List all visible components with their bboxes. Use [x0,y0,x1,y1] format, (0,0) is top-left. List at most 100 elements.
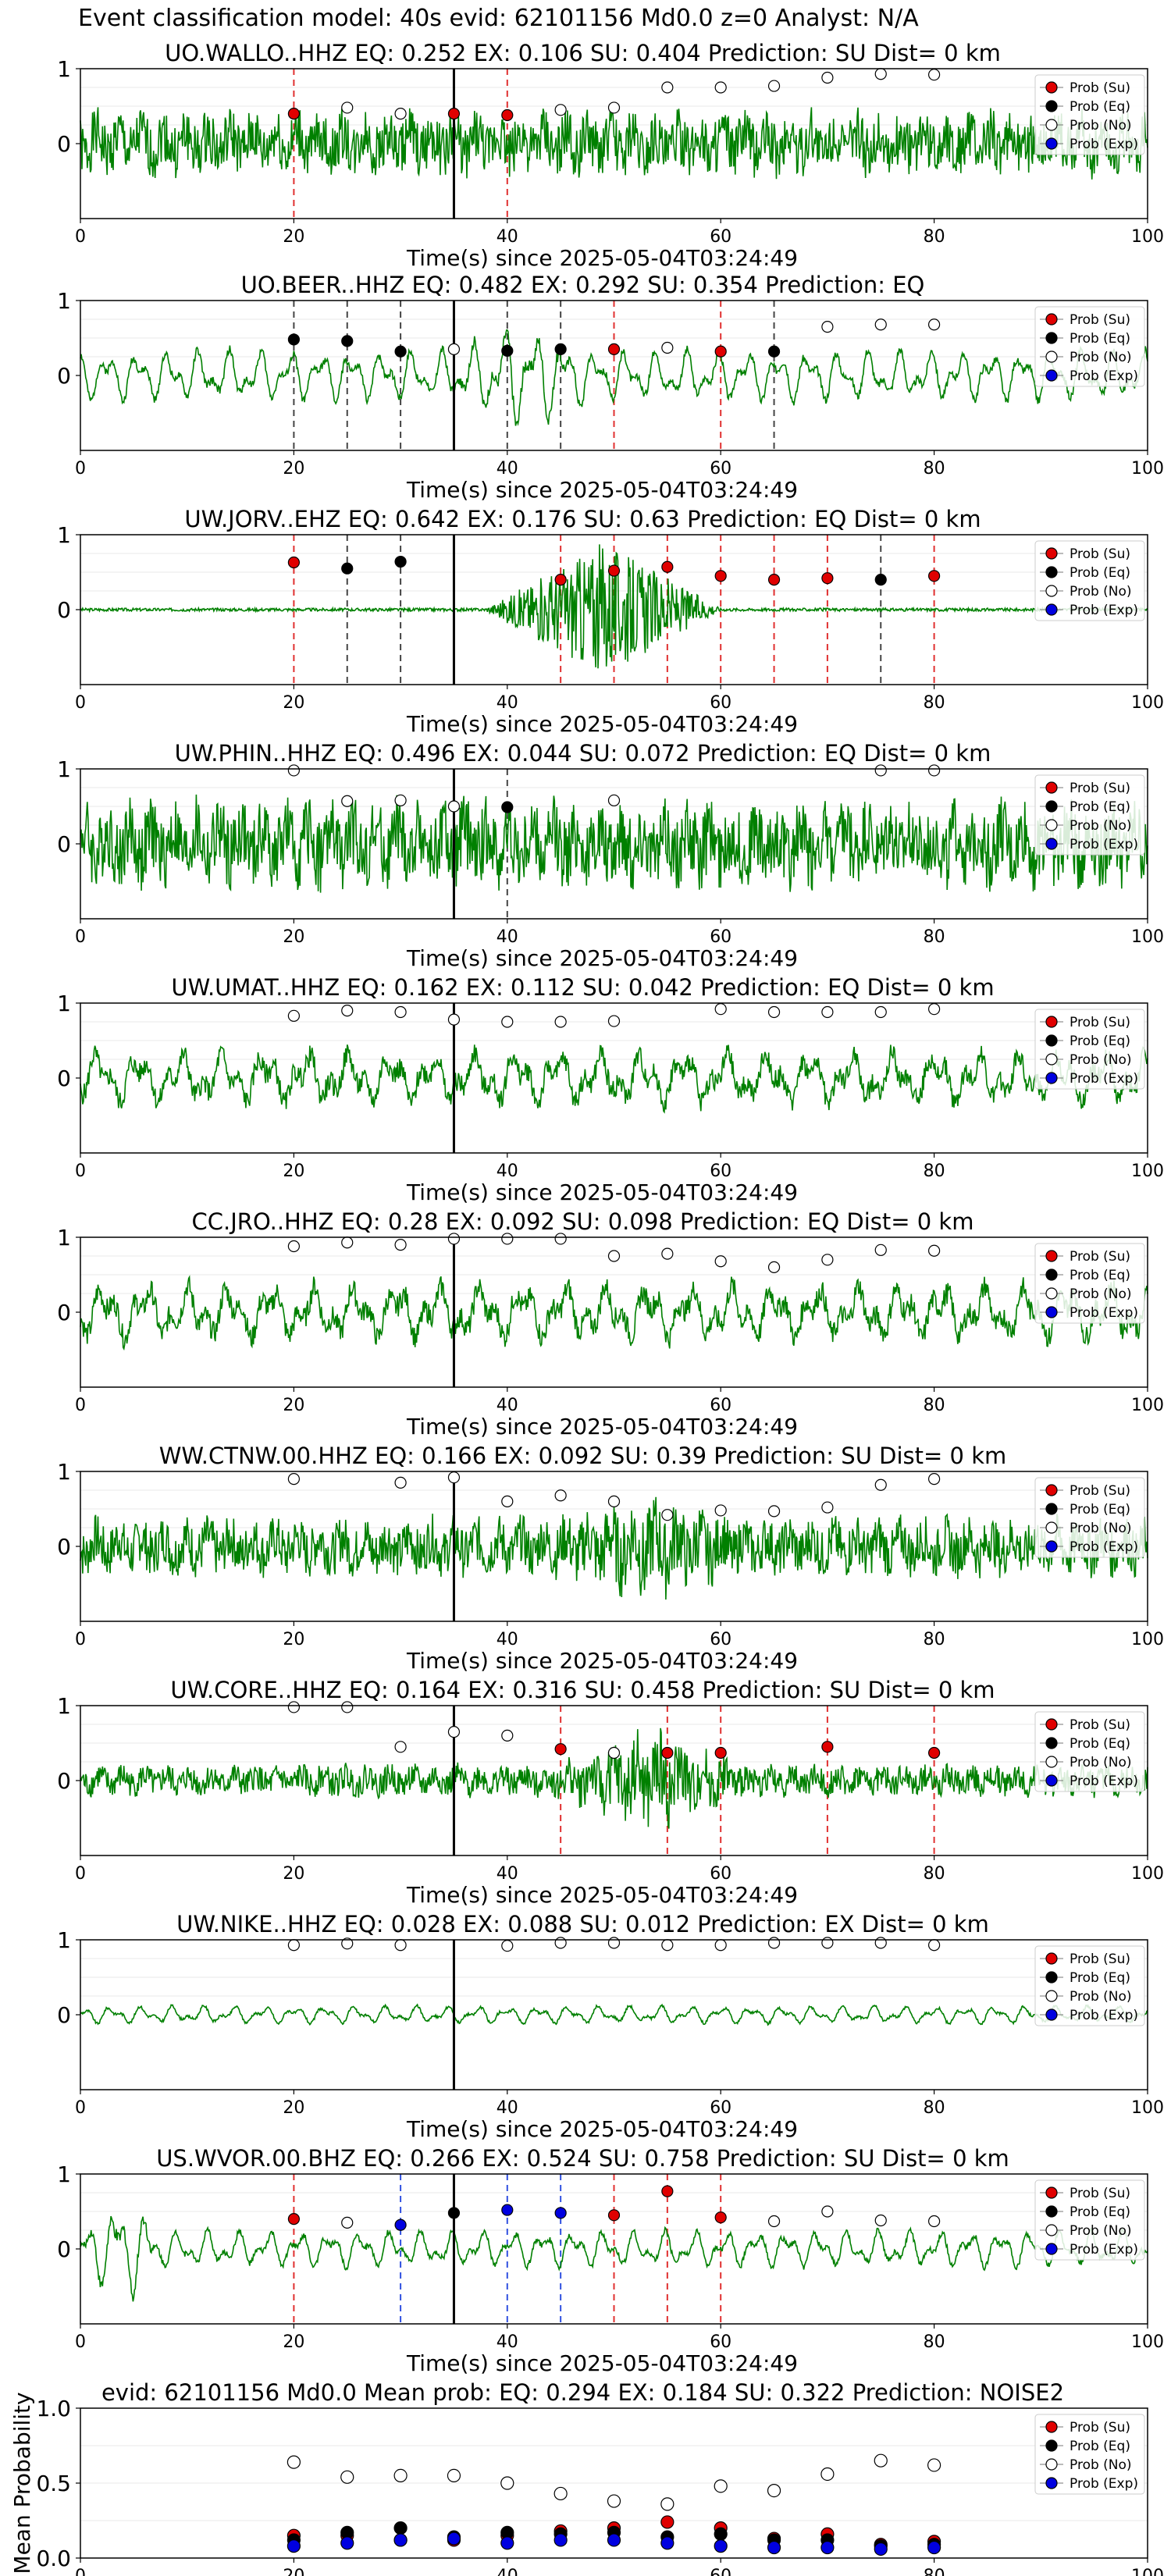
prob-marker-no [607,1746,621,1759]
legend-marker-exp [1045,1306,1058,1318]
x-tick-label: 40 [497,2567,518,2576]
legend-label: Prob (Eq) [1070,565,1130,581]
mean-marker-exp [820,2540,835,2555]
mean-marker-exp [874,2542,888,2556]
panel-uw-phin-hhz: UW.PHIN..HHZ EQ: 0.496 EX: 0.044 SU: 0.0… [57,740,1164,971]
prob-marker-no [341,1937,354,1950]
mean-marker-no [287,2455,301,2469]
mean-marker-no [660,2497,674,2511]
waveform-trace [80,1044,1148,1114]
prob-marker-no [394,1005,407,1019]
legend-label: Prob (Su) [1070,312,1130,328]
x-tick-label: 100 [1131,1396,1164,1415]
prob-marker-no [874,1937,887,1949]
y-tick-label: 1 [57,1927,71,1953]
panel-uw-nike-hhz: UW.NIKE..HHZ EQ: 0.028 EX: 0.088 SU: 0.0… [57,1911,1164,2142]
prob-marker-no [714,1939,727,1952]
legend-label: Prob (Exp) [1070,137,1138,152]
legend-label: Prob (Eq) [1070,331,1130,347]
legend-box [1034,1009,1145,1090]
waveform-trace [80,107,1148,180]
legend-label: Prob (Su) [1070,2420,1130,2435]
x-tick-label: 80 [924,927,945,947]
prob-marker-no [874,764,887,777]
prob-marker-eq [767,345,781,358]
prob-marker-su [287,2213,300,2226]
x-tick-label: 20 [283,1396,304,1415]
x-tick-label: 80 [924,459,945,479]
prob-marker-no [501,1233,514,1245]
legend-label: Prob (Eq) [1070,2204,1130,2220]
y-tick-label: 1 [57,1225,71,1251]
legend-marker-exp [1045,137,1058,150]
legend-marker-eq [1045,1503,1058,1515]
legend-label: Prob (Eq) [1070,1034,1130,1049]
legend-marker-exp [1045,603,1058,616]
legend-label: Prob (No) [1070,2223,1132,2239]
mean-marker-no [607,2494,621,2508]
legend-box [1034,306,1145,387]
y-tick-label: 1 [57,56,71,82]
legend-marker-su [1045,313,1058,326]
legend-label: Prob (Su) [1070,1483,1130,1499]
legend-label: Prob (Su) [1070,80,1130,96]
legend-marker-eq [1045,566,1058,578]
prob-marker-no [501,1940,514,1952]
legend-marker-no [1045,1990,1058,2002]
legend-marker-eq [1045,2439,1058,2452]
legend-box [1034,1945,1145,2026]
prob-marker-no [287,1472,300,1485]
x-tick-label: 60 [710,927,731,947]
x-tick-label: 0 [75,693,86,713]
y-tick-label: 1 [57,2161,71,2187]
x-tick-label: 60 [710,1396,731,1415]
x-tick-label: 100 [1131,693,1164,713]
x-tick-label: 100 [1131,2098,1164,2118]
prob-marker-no [554,1937,567,1949]
panel-title: CC.JRO..HHZ EQ: 0.28 EX: 0.092 SU: 0.098… [192,1208,974,1235]
prob-marker-no [821,2205,834,2218]
legend-marker-eq [1045,1737,1058,1749]
panel-cc-jro-hhz: CC.JRO..HHZ EQ: 0.28 EX: 0.092 SU: 0.098… [57,1208,1164,1439]
x-axis-label: Time(s) since 2025-05-04T03:24:49 [406,2350,798,2376]
legend-marker-eq [1045,2205,1058,2218]
panel-title: UW.JORV..EHZ EQ: 0.642 EX: 0.176 SU: 0.6… [184,506,981,532]
x-tick-label: 100 [1131,1630,1164,1649]
x-axis-label: Time(s) since 2025-05-04T03:24:49 [406,477,798,503]
panel-mean: evid: 62101156 Md0.0 Mean prob: EQ: 0.29… [9,2379,1164,2576]
y-tick-label: 0 [57,1768,71,1794]
legend-marker-su [1045,2186,1058,2199]
legend-marker-exp [1045,2243,1058,2255]
waveform-trace [80,544,1148,669]
x-tick-label: 40 [497,2098,518,2118]
legend-marker-eq [1045,800,1058,813]
prob-marker-eq [394,345,407,358]
legend-marker-su [1045,2421,1058,2433]
x-tick-label: 0 [75,2567,86,2576]
x-tick-label: 20 [283,2332,304,2352]
prob-marker-no [341,1701,354,1713]
prob-marker-no [447,1471,461,1484]
panel-title: UW.NIKE..HHZ EQ: 0.028 EX: 0.088 SU: 0.0… [176,1911,989,1937]
legend-label: Prob (Eq) [1070,1502,1130,1517]
prob-marker-no [927,1244,941,1257]
panel-us-wvor-00-bhz: US.WVOR.00.BHZ EQ: 0.266 EX: 0.524 SU: 0… [57,2145,1164,2376]
mean-marker-no [820,2467,835,2482]
prob-marker-no [874,318,887,331]
mean-marker-no [340,2470,354,2484]
legend-marker-su [1045,547,1058,560]
x-axis-label: Time(s) since 2025-05-04T03:24:49 [406,1648,798,1674]
prob-marker-no [394,1939,407,1952]
legend-label: Prob (Su) [1070,546,1130,562]
prob-marker-no [341,1236,354,1249]
prob-marker-su [821,1741,834,1753]
x-tick-label: 0 [75,927,86,947]
x-tick-label: 40 [497,459,518,479]
mean-marker-no [393,2468,408,2482]
legend-box [1034,2179,1145,2261]
x-tick-label: 40 [497,693,518,713]
legend-marker-su [1045,1952,1058,1965]
prob-marker-no [767,1005,781,1019]
figure-suptitle: Event classification model: 40s evid: 62… [78,5,919,32]
prob-marker-su [927,570,941,582]
